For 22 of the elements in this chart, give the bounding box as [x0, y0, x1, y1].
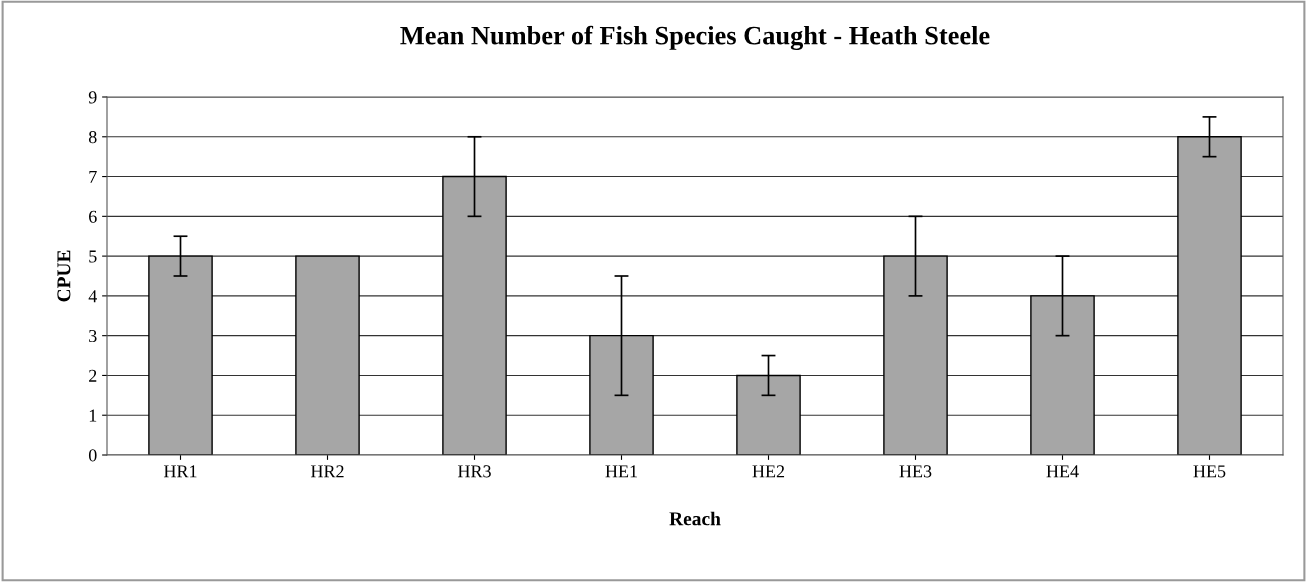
- x-tick-label: HR2: [310, 465, 344, 478]
- y-tick-label: 5: [89, 250, 97, 263]
- x-tick-label: HE2: [752, 465, 785, 478]
- x-tick-label: HE5: [1193, 465, 1226, 478]
- x-tick-label: HE1: [605, 465, 637, 478]
- x-tick-label: HE3: [899, 465, 932, 478]
- y-tick-label: 7: [89, 171, 97, 183]
- x-tick-label: HR3: [457, 465, 491, 478]
- bar: [295, 255, 360, 455]
- x-tick-label: HR1: [163, 465, 197, 478]
- y-tick-label: 9: [88, 91, 97, 104]
- y-tick-label: 0: [88, 449, 97, 462]
- y-tick-label: 1: [89, 409, 97, 422]
- y-tick-label: 8: [88, 131, 97, 144]
- x-axis-title: Reach: [669, 511, 721, 526]
- y-axis-title: CPUE: [57, 250, 71, 302]
- y-tick-label: 2: [89, 369, 97, 382]
- x-tick-label: HE4: [1046, 465, 1079, 478]
- y-tick-label: 4: [88, 290, 97, 303]
- chart-title: Mean Number of Fish Species Caught - Heath Steele: [400, 25, 990, 51]
- y-tick-label: 3: [89, 329, 97, 343]
- y-tick-label: 6: [89, 210, 97, 223]
